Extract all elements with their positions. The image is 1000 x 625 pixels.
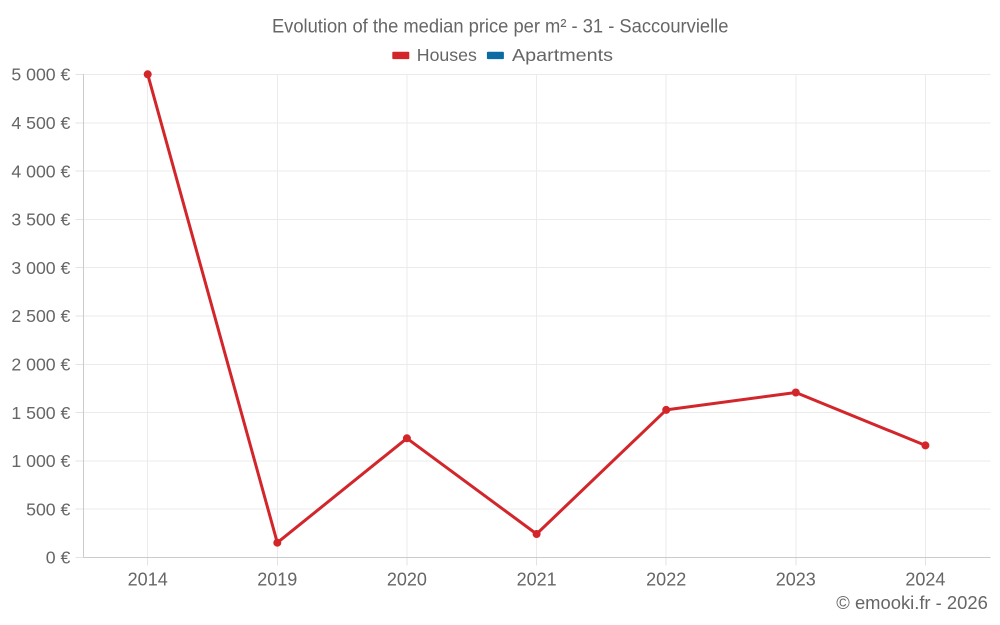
svg-text:Evolution of the median price: Evolution of the median price per m² - 3… (272, 15, 729, 37)
svg-text:Apartments: Apartments (512, 45, 613, 65)
svg-text:4 500 €: 4 500 € (11, 113, 70, 133)
svg-text:0 €: 0 € (46, 548, 71, 568)
svg-text:2 500 €: 2 500 € (11, 306, 70, 326)
svg-text:2022: 2022 (646, 570, 686, 590)
svg-text:Houses: Houses (417, 45, 477, 65)
svg-text:3 500 €: 3 500 € (11, 210, 70, 230)
svg-text:2019: 2019 (257, 570, 297, 590)
svg-text:1 500 €: 1 500 € (11, 403, 70, 423)
svg-text:2014: 2014 (128, 570, 168, 590)
svg-text:2024: 2024 (905, 570, 945, 590)
svg-text:2020: 2020 (387, 570, 427, 590)
svg-text:© emooki.fr - 2026: © emooki.fr - 2026 (836, 593, 988, 613)
svg-text:1 000 €: 1 000 € (11, 451, 70, 471)
svg-text:2023: 2023 (776, 570, 816, 590)
svg-text:2 000 €: 2 000 € (11, 355, 70, 375)
svg-text:2021: 2021 (517, 570, 557, 590)
svg-text:3 000 €: 3 000 € (11, 258, 70, 278)
svg-text:4 000 €: 4 000 € (11, 161, 70, 181)
svg-text:500 €: 500 € (26, 499, 70, 519)
svg-text:5 000 €: 5 000 € (11, 65, 70, 85)
